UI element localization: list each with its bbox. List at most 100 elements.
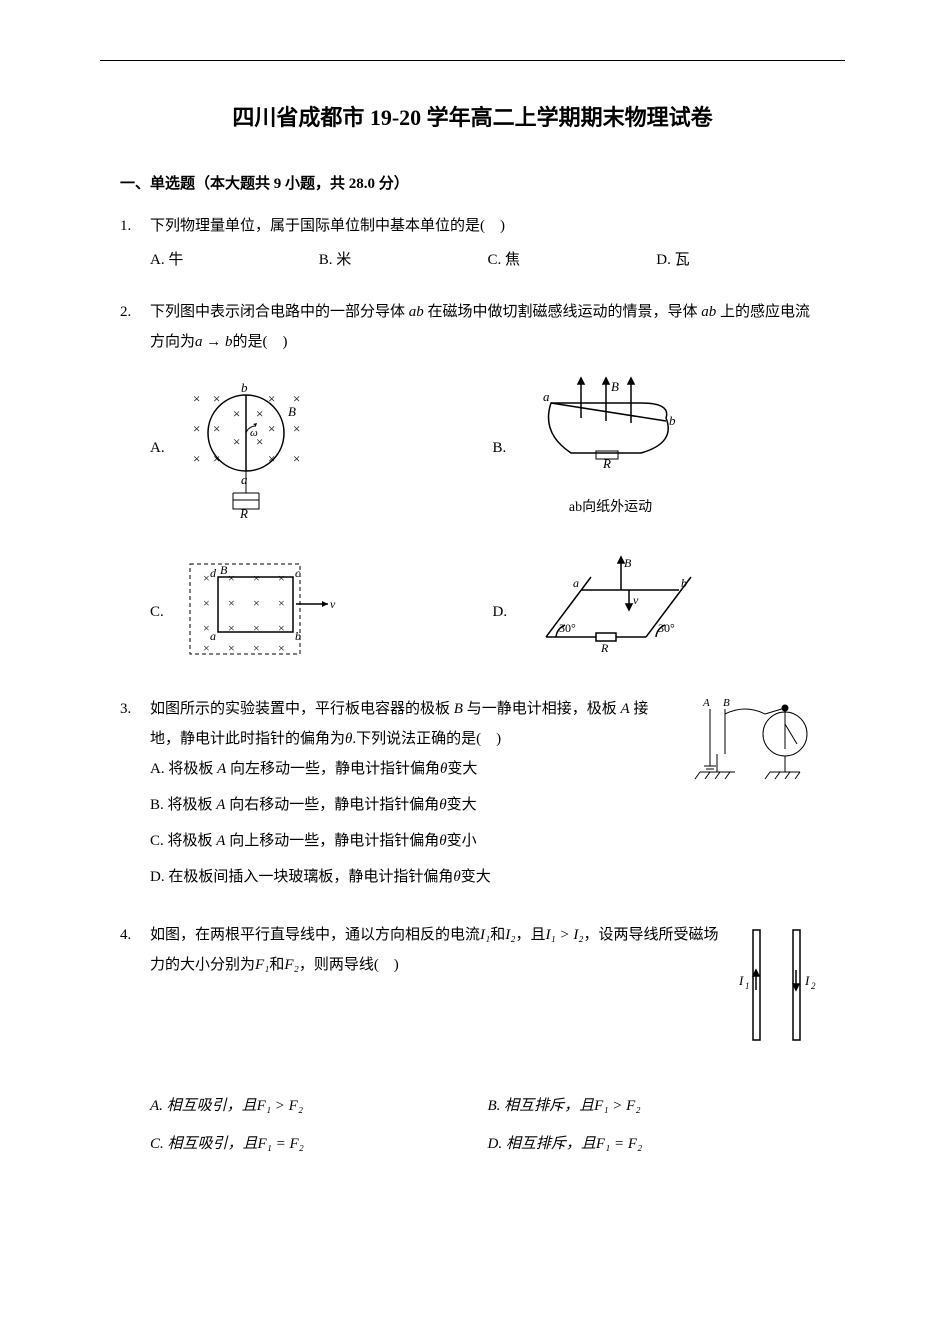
q4-and2: 和 (269, 957, 284, 973)
svg-text:b: b (669, 413, 676, 428)
q2-opt-a-label: A. (150, 433, 170, 463)
page-title: 四川省成都市 19-20 学年高二上学期期末物理试卷 (120, 100, 825, 132)
q4-i2: I₂ (505, 927, 515, 943)
svg-text:I: I (804, 973, 810, 988)
question-4: 4. 如图，在两根平行直导线中，通以方向相反的电流I₁和I₂，且I₁ > I₂，… (120, 920, 825, 1159)
q2-ab: ab (409, 304, 424, 320)
q2-diagram-a: ×××× ×××× ×××× ×× ×× b a B ω (178, 378, 328, 518)
q4-ineq: I₁ > I₂ (545, 927, 583, 943)
q3c-1: C. 将极板 (150, 833, 216, 849)
q4-opt-b: B. 相互排斥，且F₁ > F₂ (488, 1091, 826, 1121)
q4-stem: 如图，在两根平行直导线中，通以方向相反的电流I₁和I₂，且I₁ > I₂，设两导… (150, 920, 723, 980)
q3-opt-a: A. 将极板 A 向左移动一些，静电计指针偏角θ变大 (150, 754, 673, 784)
q1-number: 1. (120, 211, 150, 241)
svg-text:a: a (241, 472, 248, 487)
q2-diagram-d: a b B v 30° 30° R (521, 552, 701, 672)
q3c-2: 向上移动一些，静电计指针偏角 (225, 833, 439, 849)
svg-text:×: × (293, 421, 300, 436)
svg-text:30°: 30° (658, 621, 675, 635)
svg-text:×: × (268, 421, 275, 436)
q2-number: 2. (120, 297, 150, 327)
svg-text:R: R (239, 506, 248, 518)
svg-text:×: × (203, 621, 210, 635)
svg-text:30°: 30° (559, 621, 576, 635)
q1-opt-d: D. 瓦 (656, 245, 825, 275)
svg-text:a: a (543, 389, 550, 404)
q3a-1: A. 将极板 (150, 761, 217, 777)
q3a-p: A (217, 761, 226, 777)
q1-opt-b: B. 米 (319, 245, 488, 275)
q3-stem: 如图所示的实验装置中，平行板电容器的极板 B 与一静电计相接，极板 A 接地，静… (150, 694, 673, 754)
svg-text:A: A (702, 697, 710, 709)
svg-text:R: R (600, 641, 609, 655)
svg-text:B: B (288, 404, 296, 419)
svg-text:×: × (278, 571, 285, 585)
q1-options: A. 牛 B. 米 C. 焦 D. 瓦 (120, 245, 825, 275)
q2-opt-b: B. a b B (493, 373, 826, 522)
svg-text:×: × (278, 596, 285, 610)
svg-text:B: B (624, 556, 632, 570)
q4-and: 和 (490, 927, 505, 943)
svg-text:×: × (193, 421, 200, 436)
svg-text:b: b (241, 380, 248, 395)
q3-diagram: A B (685, 694, 825, 794)
svg-text:×: × (228, 571, 235, 585)
svg-text:×: × (253, 641, 260, 655)
svg-text:B: B (611, 379, 619, 394)
q3-opt-b: B. 将极板 A 向右移动一些，静电计指针偏角θ变大 (150, 790, 673, 820)
q3a-3: 变大 (447, 761, 477, 777)
svg-text:v: v (633, 593, 639, 607)
question-2: 2. 下列图中表示闭合电路中的一部分导体 ab 在磁场中做切割磁感线运动的情景，… (120, 297, 825, 672)
q3d-t: θ (453, 869, 460, 885)
svg-text:c: c (295, 566, 301, 580)
q4-diagram: I1 I2 (735, 920, 825, 1050)
q4-opt-c: C. 相互吸引，且F₁ = F₂ (150, 1129, 488, 1159)
svg-text:×: × (256, 406, 263, 421)
q3a-2: 向左移动一些，静电计指针偏角 (226, 761, 440, 777)
svg-text:×: × (193, 451, 200, 466)
q4c: C. 相互吸引，且F₁ = F₂ (150, 1136, 304, 1152)
svg-text:R: R (602, 456, 611, 471)
section-header: 一、单选题（本大题共 9 小题，共 28.0 分） (120, 172, 825, 193)
svg-text:×: × (233, 434, 240, 449)
q2-arrow: a → b (195, 334, 233, 350)
q4-opt-a: A. 相互吸引，且F₁ > F₂ (150, 1091, 488, 1121)
svg-text:×: × (278, 641, 285, 655)
q1-opt-a: A. 牛 (150, 245, 319, 275)
q3b-t: θ (439, 797, 446, 813)
q4b: B. 相互排斥，且F₁ > F₂ (488, 1098, 641, 1114)
svg-text:×: × (253, 596, 260, 610)
svg-text:×: × (203, 571, 210, 585)
q2-opt-c-label: C. (150, 597, 170, 627)
q3d-2: 变大 (461, 869, 491, 885)
q4-f1: F₁ (255, 957, 269, 973)
q4-f2: F₂ (284, 957, 298, 973)
svg-text:B: B (220, 563, 228, 577)
q3-A: A (620, 701, 629, 717)
q3-opt-d: D. 在极板间插入一块玻璃板，静电计指针偏角θ变大 (150, 862, 673, 892)
q4-s2: ，且 (515, 927, 545, 943)
q4-i1: I₁ (480, 927, 490, 943)
svg-text:×: × (233, 406, 240, 421)
svg-text:d: d (210, 566, 217, 580)
svg-text:a: a (573, 576, 579, 590)
q2-stem-b: 在磁场中做切割磁感线运动的情景，导体 (424, 304, 702, 320)
q3b-1: B. 将极板 (150, 797, 216, 813)
q2-opt-b-label: B. (493, 433, 513, 463)
question-1: 1. 下列物理量单位，属于国际单位制中基本单位的是( ) A. 牛 B. 米 C… (120, 211, 825, 275)
svg-text:×: × (278, 621, 285, 635)
q4a: A. 相互吸引，且F₁ > F₂ (150, 1098, 303, 1114)
q2-opt-d: D. (493, 552, 826, 672)
q3b-3: 变大 (447, 797, 477, 813)
svg-text:b: b (681, 576, 687, 590)
q4-s4: ，则两导线( ) (299, 957, 399, 973)
svg-text:1: 1 (745, 981, 750, 991)
q2-diagram-c: ×××× ×××× ×××× ×××× d c a b B v (178, 552, 348, 672)
svg-text:×: × (203, 641, 210, 655)
svg-text:×: × (213, 391, 220, 406)
svg-text:2: 2 (811, 981, 816, 991)
svg-text:I: I (738, 973, 744, 988)
top-rule (100, 60, 845, 61)
q4-options: A. 相互吸引，且F₁ > F₂ B. 相互排斥，且F₁ > F₂ C. 相互吸… (120, 1091, 825, 1159)
q4d: D. 相互排斥，且F₁ = F₂ (488, 1136, 643, 1152)
